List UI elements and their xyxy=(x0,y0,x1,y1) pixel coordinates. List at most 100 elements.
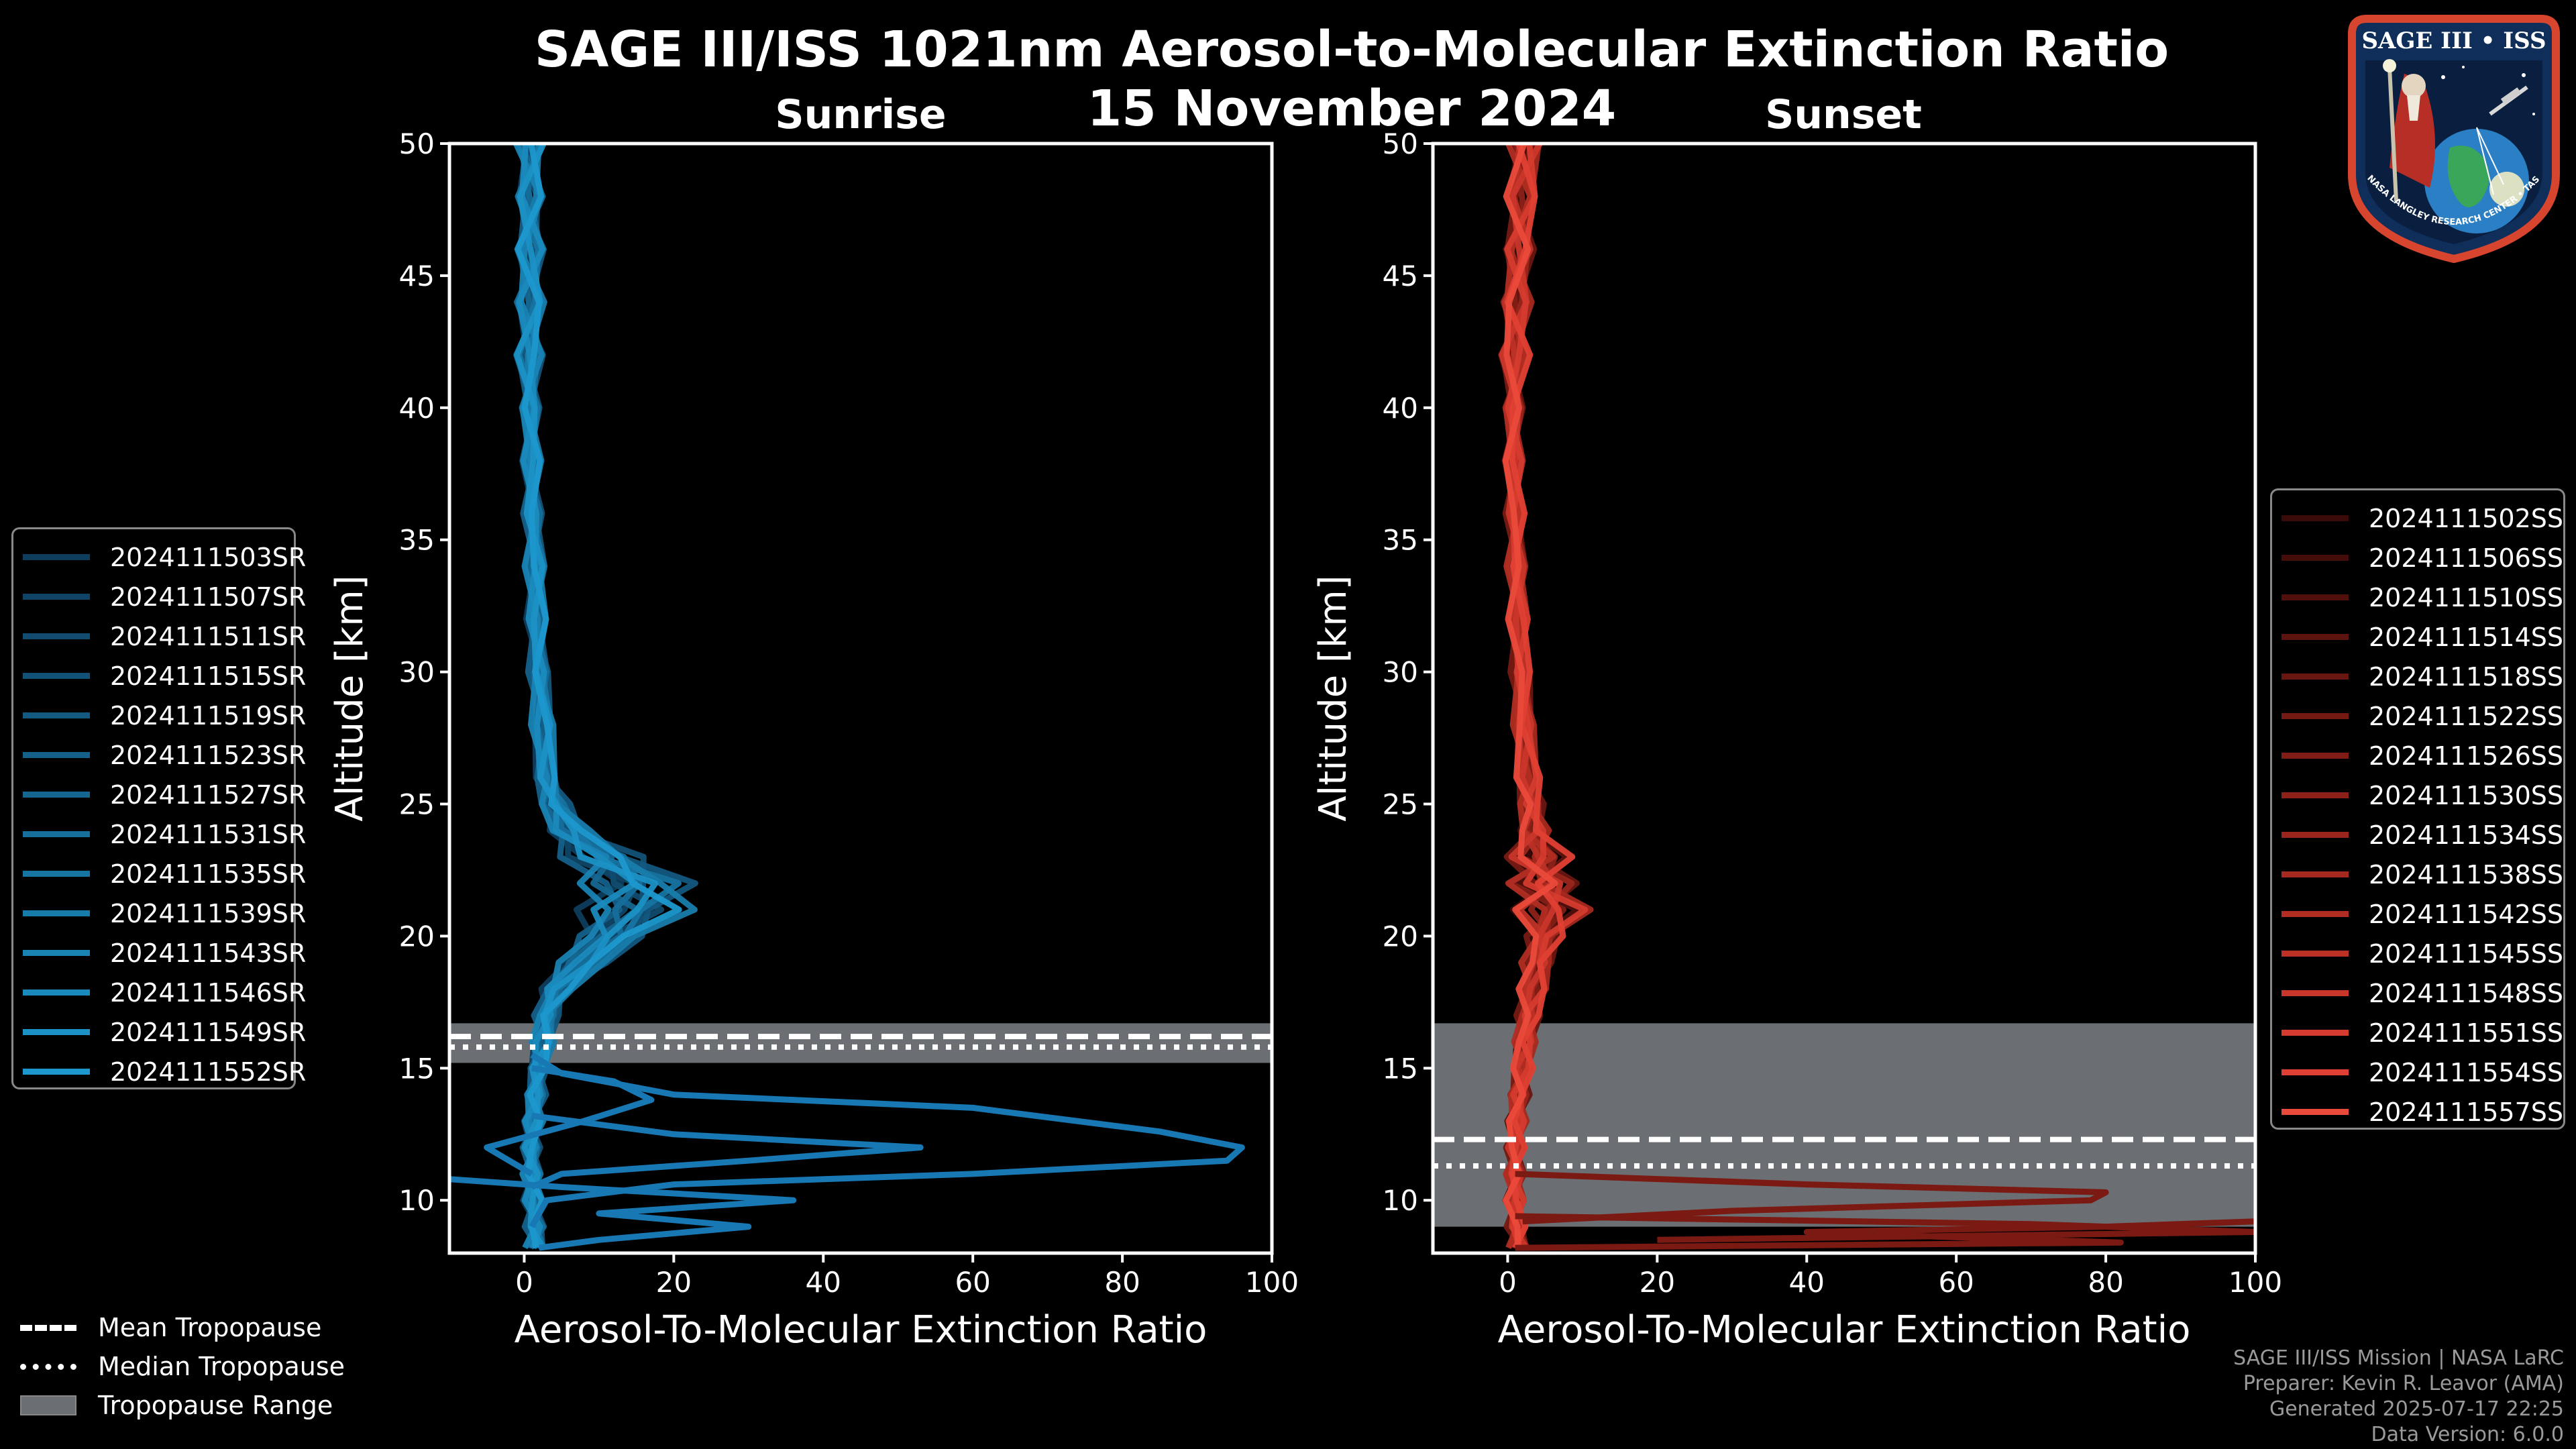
legend-line-icon xyxy=(23,554,90,560)
legend-line-icon xyxy=(2282,951,2349,957)
legend-item-2024111511SR: 2024111511SR xyxy=(23,616,306,656)
y-tick-label: 25 xyxy=(1383,788,1418,821)
legend-item-label: 2024111523SR xyxy=(110,740,307,770)
legend-item-2024111551SS: 2024111551SS xyxy=(2282,1013,2563,1053)
legend-item-label: 2024111502SS xyxy=(2369,503,2564,533)
legend-line-icon xyxy=(23,673,90,679)
y-tick-label: 40 xyxy=(1383,392,1418,425)
legend-line-icon xyxy=(23,712,90,718)
x-tick-label: 40 xyxy=(806,1266,841,1299)
legend-item-2024111502SS: 2024111502SS xyxy=(2282,498,2563,538)
legend-item-label: 2024111545SS xyxy=(2369,938,2564,969)
x-tick-label: 60 xyxy=(1938,1266,1974,1299)
legend-item-2024111507SR: 2024111507SR xyxy=(23,577,306,616)
profile-2024111557SS xyxy=(1502,144,1558,1248)
legend-line-icon xyxy=(2282,594,2349,600)
legend-line-icon xyxy=(2282,911,2349,917)
x-tick-label: 0 xyxy=(1499,1266,1517,1299)
y-tick-label: 15 xyxy=(1383,1052,1418,1085)
x-tick-label: 20 xyxy=(656,1266,692,1299)
legend-line-icon xyxy=(23,633,90,639)
y-tick-label: 30 xyxy=(1383,656,1418,689)
legend-line-icon xyxy=(2282,634,2349,640)
legend-item-label: 2024111538SS xyxy=(2369,859,2564,890)
legend-line-icon xyxy=(2282,792,2349,798)
legend-line-icon xyxy=(2282,515,2349,521)
y-tick-label: 40 xyxy=(399,392,435,425)
x-tick-label: 20 xyxy=(1640,1266,1675,1299)
logo-text: SAGE III • ISS xyxy=(2361,28,2546,54)
legend-item-2024111557SS: 2024111557SS xyxy=(2282,1092,2563,1132)
legend-line-icon xyxy=(23,831,90,837)
legend-line-icon xyxy=(23,871,90,877)
legend-line-icon xyxy=(2282,555,2349,561)
dotted-line-icon xyxy=(20,1363,76,1370)
legend-item-2024111515SR: 2024111515SR xyxy=(23,656,306,696)
y-axis-label: Altitude [km] xyxy=(1311,575,1355,821)
legend-item-2024111546SR: 2024111546SR xyxy=(23,973,306,1012)
credits-preparer: Preparer: Kevin R. Leavor (AMA) xyxy=(2243,1372,2564,1395)
legend-item-label: 2024111546SR xyxy=(110,977,307,1008)
legend-line-icon xyxy=(2282,674,2349,680)
y-tick-label: 35 xyxy=(399,524,435,557)
legend-item-2024111554SS: 2024111554SS xyxy=(2282,1053,2563,1092)
legend-item-label: 2024111530SS xyxy=(2369,780,2564,810)
x-axis-label: Aerosol-To-Molecular Extinction Ratio xyxy=(515,1308,1208,1352)
y-tick-label: 20 xyxy=(399,920,435,953)
legend-line-icon xyxy=(2282,1030,2349,1036)
range-swatch-icon xyxy=(20,1395,76,1415)
legend-item-label: 2024111535SR xyxy=(110,859,307,889)
y-tick-label: 50 xyxy=(399,127,435,160)
spike-2024111506SS xyxy=(1515,1171,2109,1225)
legend-item-2024111535SR: 2024111535SR xyxy=(23,854,306,894)
legend-item-label: 2024111514SS xyxy=(2369,622,2564,652)
legend-item-label: 2024111526SS xyxy=(2369,741,2564,771)
legend-line-icon xyxy=(2282,1109,2349,1115)
y-axis-label: Altitude [km] xyxy=(328,575,372,821)
spike-2024111523SR xyxy=(449,1176,797,1251)
y-tick-label: 35 xyxy=(1383,524,1418,557)
legend-item-2024111527SR: 2024111527SR xyxy=(23,775,306,814)
tropopause-range-band xyxy=(449,1023,1272,1063)
chart-title: SAGE III/ISS 1021nm Aerosol-to-Molecular… xyxy=(534,21,2169,78)
sunset-panel-title: Sunset xyxy=(1765,91,1922,138)
legend-item-label: 2024111548SS xyxy=(2369,978,2564,1008)
y-tick-label: 10 xyxy=(399,1184,435,1217)
legend-item-label: 2024111515SR xyxy=(110,661,307,691)
legend-item-label: 2024111543SR xyxy=(110,938,307,968)
legend-item-label: 2024111519SR xyxy=(110,700,307,731)
legend-item-2024111531SR: 2024111531SR xyxy=(23,814,306,854)
legend-line-icon xyxy=(2282,871,2349,877)
legend-line-icon xyxy=(2282,990,2349,996)
legend-range-label: Tropopause Range xyxy=(98,1391,333,1420)
x-axis-label: Aerosol-To-Molecular Extinction Ratio xyxy=(1498,1308,2191,1352)
credits-generated: Generated 2025-07-17 22:25 xyxy=(2269,1397,2564,1421)
legend-line-icon xyxy=(23,752,90,758)
y-tick-label: 25 xyxy=(399,788,435,821)
y-tick-label: 50 xyxy=(1383,127,1418,160)
legend-item-label: 2024111531SR xyxy=(110,819,307,849)
x-tick-label: 100 xyxy=(1245,1266,1299,1299)
legend-item-2024111538SS: 2024111538SS xyxy=(2282,855,2563,894)
tropopause-legend: Mean Tropopause Median Tropopause Tropop… xyxy=(20,1308,423,1442)
legend-item-label: 2024111557SS xyxy=(2369,1097,2564,1127)
legend-item-label: 2024111503SR xyxy=(110,542,307,572)
x-tick-label: 60 xyxy=(955,1266,990,1299)
sunrise-legend: 2024111503SR 2024111507SR 2024111511SR 2024… xyxy=(11,527,306,1089)
legend-item-2024111545SS: 2024111545SS xyxy=(2282,934,2563,973)
legend-item-2024111503SR: 2024111503SR xyxy=(23,537,306,577)
plot-ss: 0 20 40 60 80 100 10 15 20 25 30 35 40 45 50 Aerosol-To… xyxy=(1311,127,2282,1352)
x-tick-label: 80 xyxy=(1104,1266,1140,1299)
legend-item-label: 2024111518SS xyxy=(2369,661,2564,692)
spike-2024111531SR xyxy=(530,1112,924,1190)
credits: SAGE III/ISS Mission | NASA LaRC Prepare… xyxy=(1960,1346,2564,1448)
legend-item-2024111542SS: 2024111542SS xyxy=(2282,894,2563,934)
y-tick-label: 10 xyxy=(1383,1184,1418,1217)
spike-2024111510SS xyxy=(1515,1213,2255,1243)
legend-line-icon xyxy=(2282,1069,2349,1075)
legend-line-icon xyxy=(2282,713,2349,719)
x-tick-label: 100 xyxy=(2229,1266,2282,1299)
profile-2024111549SR xyxy=(513,144,659,1250)
legend-line-icon xyxy=(23,989,90,996)
